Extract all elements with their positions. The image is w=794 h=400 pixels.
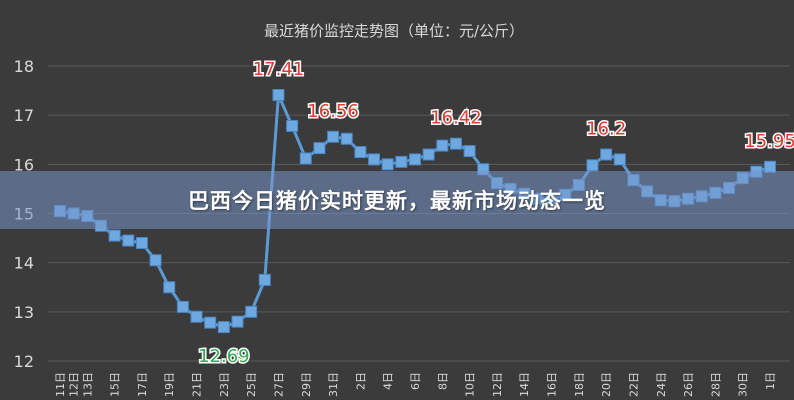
y-tick-label: 12 [14, 352, 34, 371]
headline-banner: 巴西今日猪价实时更新，最新市场动态一览 [0, 171, 794, 229]
y-tick-label: 16 [14, 155, 34, 174]
x-tick-label: 12日 [68, 372, 81, 397]
data-point-marker [163, 281, 176, 294]
data-point-marker [381, 158, 394, 171]
data-point-marker [436, 139, 449, 152]
data-label: 17.41 [253, 59, 305, 80]
data-point-marker [409, 153, 421, 166]
data-label: 16.2 [586, 119, 626, 140]
headline-text: 巴西今日猪价实时更新，最新市场动态一览 [188, 189, 606, 213]
x-tick-label: 8日 [436, 372, 449, 390]
x-tick-label: 22日 [627, 372, 640, 397]
data-label: 16.42 [430, 108, 482, 129]
x-tick-label: 26日 [682, 372, 695, 397]
x-tick-label: 13日 [81, 372, 94, 397]
data-point-marker [299, 152, 312, 165]
y-tick-label: 14 [14, 254, 34, 273]
y-tick-label: 17 [14, 106, 34, 125]
data-point-marker [449, 137, 462, 150]
data-label: 15.95 [744, 131, 794, 152]
data-point-marker [613, 153, 626, 166]
data-point-marker [176, 300, 189, 313]
x-tick-label: 2日 [354, 372, 367, 390]
data-point-marker [340, 132, 353, 145]
x-tick-label: 14日 [518, 372, 531, 397]
y-tick-label: 13 [14, 303, 34, 322]
x-tick-label: 18日 [573, 372, 586, 397]
data-point-marker [135, 237, 148, 249]
x-tick-label: 16日 [546, 372, 559, 397]
x-tick-label: 19日 [163, 372, 176, 397]
x-tick-label: 17日 [136, 372, 149, 397]
data-point-marker [313, 142, 326, 155]
x-tick-label: 11日 [54, 372, 67, 397]
data-point-marker [204, 316, 217, 329]
y-tick-label: 18 [14, 57, 34, 76]
x-tick-label: 6日 [409, 372, 422, 390]
x-tick-label: 24日 [655, 372, 668, 397]
x-tick-label: 12日 [491, 372, 504, 397]
data-point-marker [190, 310, 203, 323]
x-tick-label: 15日 [109, 372, 122, 397]
x-tick-label: 31日 [327, 372, 340, 397]
data-point-marker [108, 229, 121, 242]
x-tick-label: 20日 [600, 372, 613, 397]
data-label: 16.56 [307, 101, 359, 122]
data-point-marker [149, 254, 162, 267]
data-label: 12.69 [198, 346, 250, 367]
x-tick-label: 1日 [764, 372, 777, 390]
data-point-marker [463, 145, 476, 158]
x-tick-label: 27日 [272, 372, 285, 397]
data-point-marker [368, 153, 381, 166]
x-tick-label: 29日 [300, 372, 313, 397]
data-point-marker [217, 321, 230, 334]
data-point-marker [122, 234, 135, 247]
data-point-marker [422, 148, 435, 161]
data-point-marker [395, 155, 408, 168]
x-tick-label: 10日 [464, 372, 477, 397]
x-tick-label: 25日 [245, 372, 258, 397]
x-tick-label: 23日 [218, 372, 231, 397]
x-tick-label: 4日 [382, 372, 395, 390]
data-point-marker [327, 130, 340, 143]
data-point-marker [258, 273, 271, 286]
data-point-marker [586, 159, 599, 172]
data-point-marker [600, 148, 613, 161]
data-point-marker [231, 315, 244, 328]
data-point-marker [354, 146, 367, 159]
x-tick-label: 21日 [191, 372, 204, 397]
chart-title: 最近猪价监控走势图（单位：元/公斤） [264, 22, 524, 40]
x-tick-label: 28日 [709, 372, 722, 397]
data-point-marker [286, 119, 299, 132]
data-point-marker [245, 305, 258, 318]
x-tick-label: 30日 [737, 372, 750, 397]
data-point-marker [272, 89, 285, 102]
x-axis-ticks: 11日 12日 13日 15日 17日 19日 21日 23日 25日 27日 29日 31日 2日 4日… [54, 372, 777, 397]
